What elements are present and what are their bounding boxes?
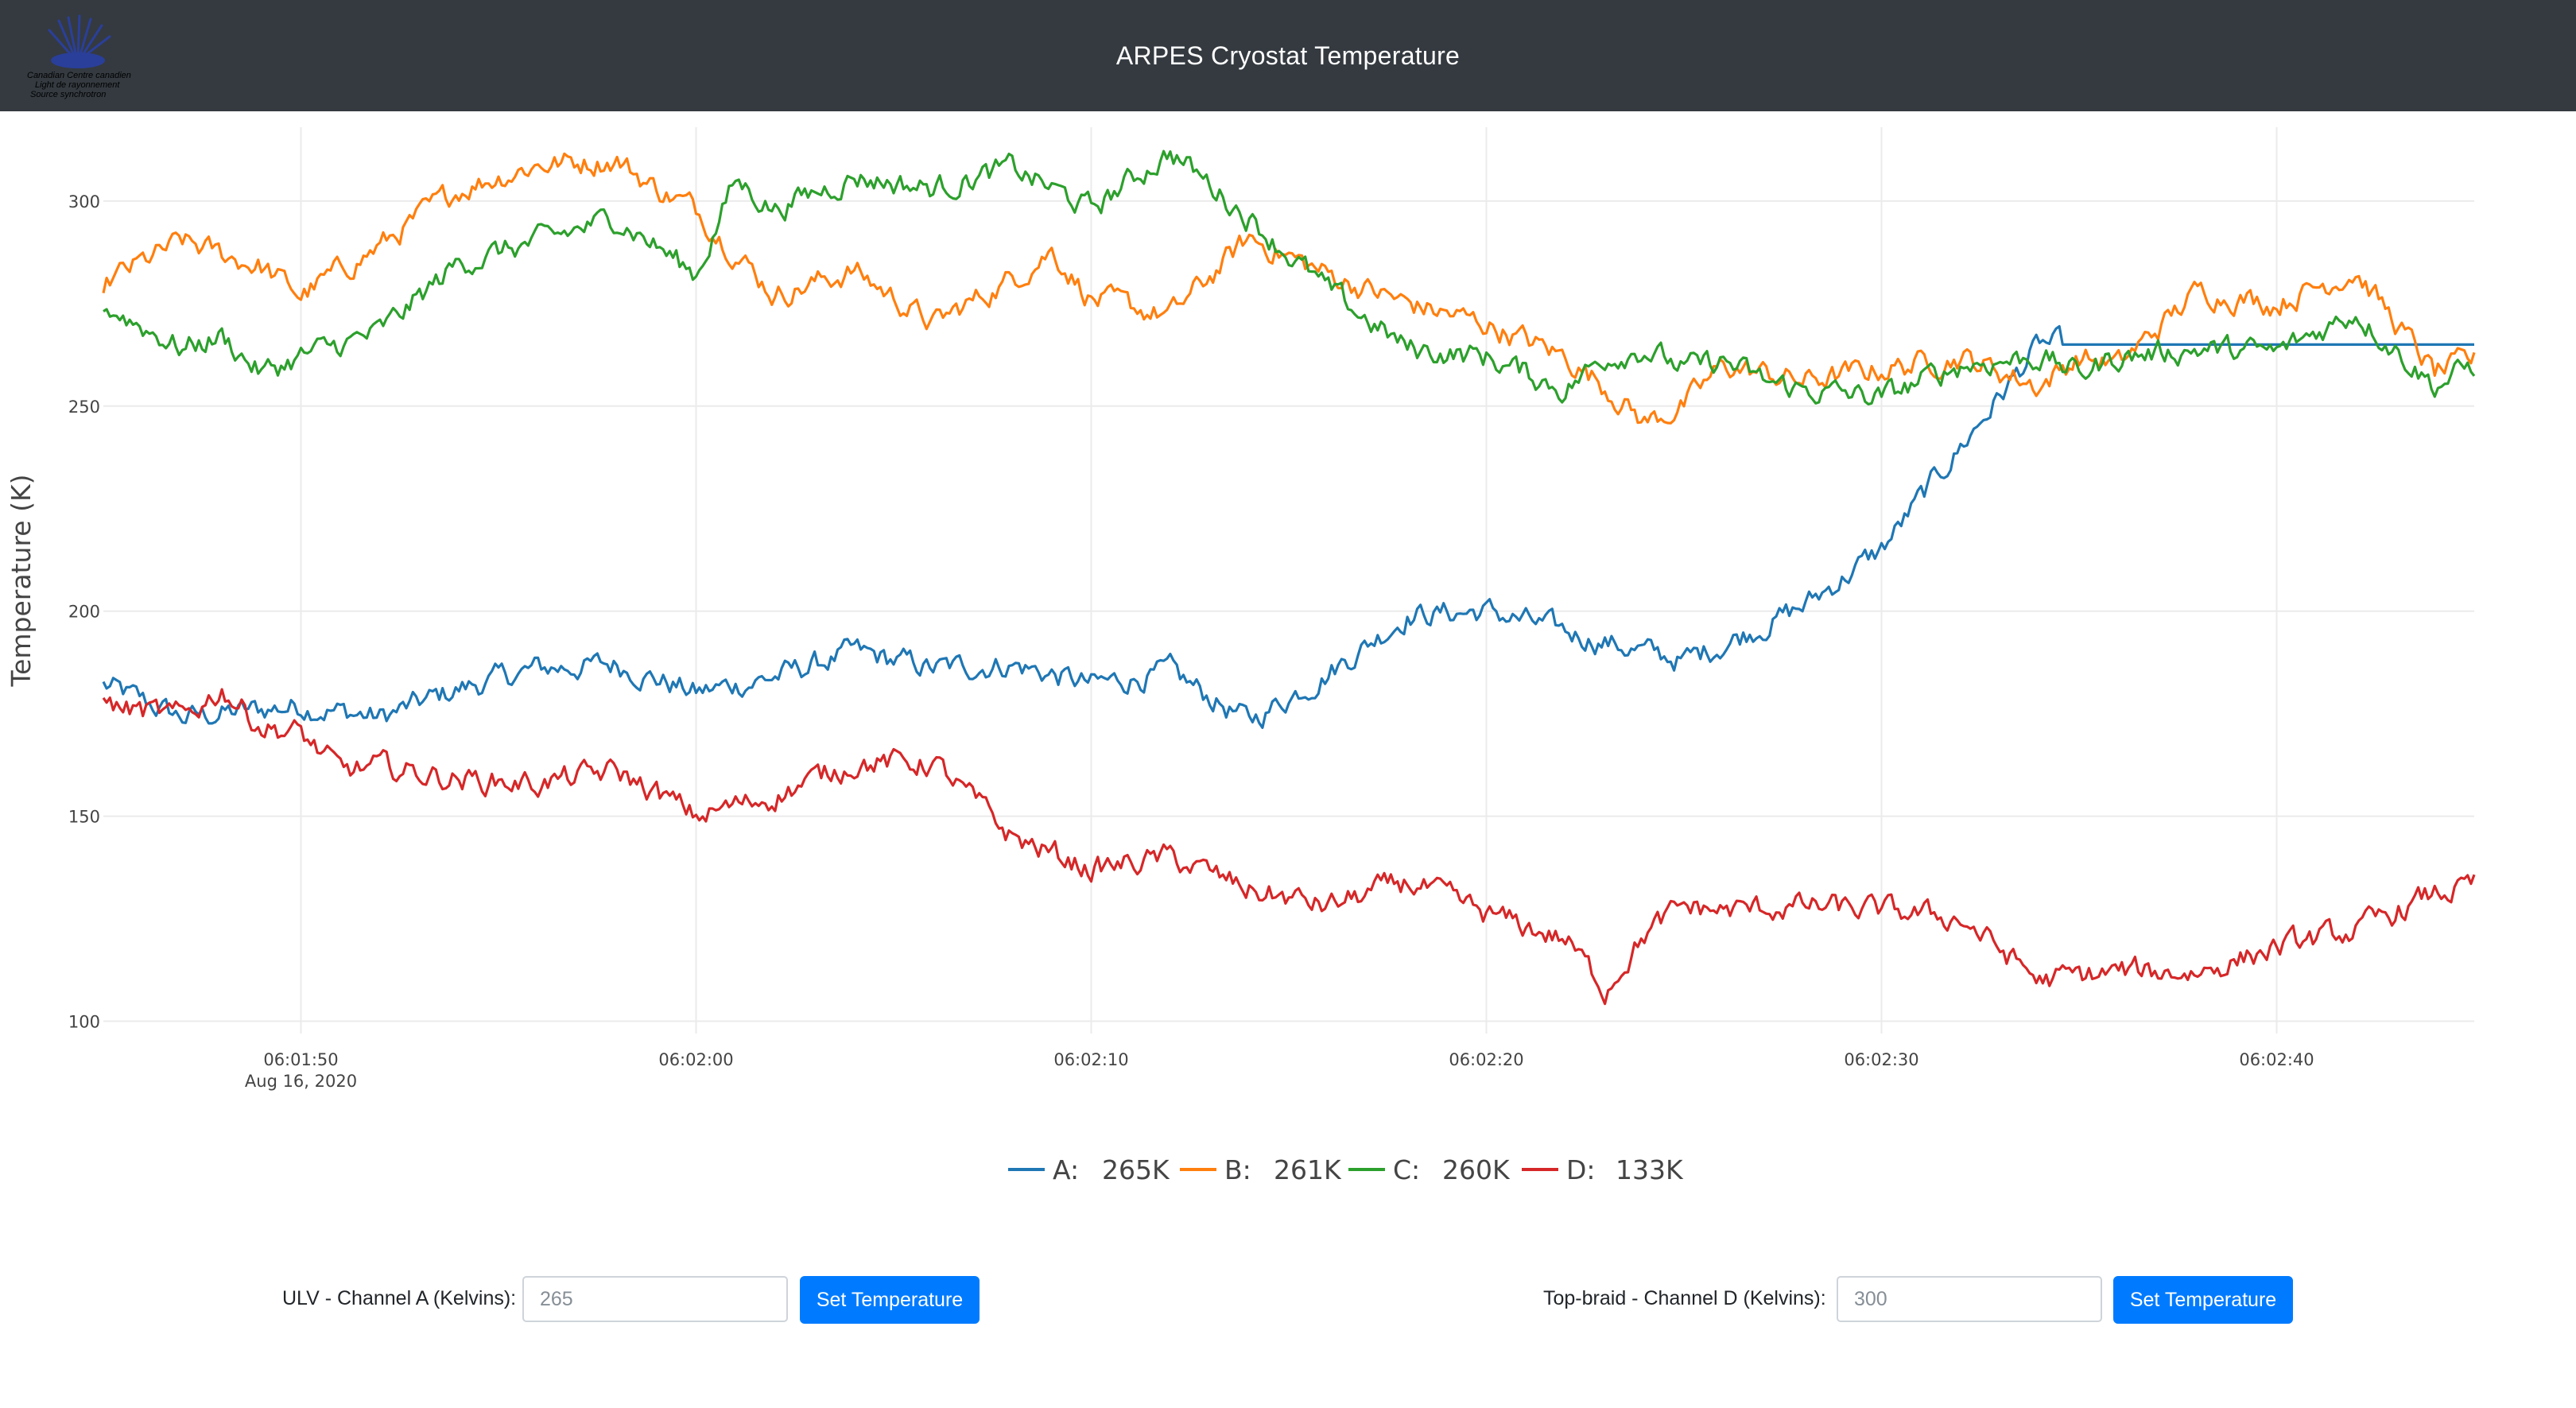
y-tick-label: 200 [68,603,100,622]
temperature-chart: 100 150 200 250 300 06:01:50 06:02:00 06:02:10… [6,127,2476,1185]
legend-item-c[interactable]: C: 260K [1348,1154,1511,1185]
series-line-b [102,152,2476,425]
y-tick-label: 150 [68,808,100,827]
channel-d-label: Top-braid - Channel D (Kelvins): [1543,1287,1826,1309]
legend-series-value: 261K [1274,1154,1342,1185]
legend-series-value: 265K [1102,1154,1170,1185]
x-tick-label: 06:02:40 [2239,1050,2314,1069]
legend-item-d[interactable]: D: 133K [1522,1154,1684,1185]
canadian-light-source-logo: Canadian Centre canadien Light de rayonn… [27,14,131,99]
y-tick-label: 250 [68,398,100,417]
x-tick-label: 06:02:20 [1449,1050,1523,1069]
x-tick-date-label: Aug 16, 2020 [245,1072,357,1091]
legend-series-value: 133K [1616,1154,1684,1185]
y-tick-label: 100 [68,1013,100,1032]
legend-item-b[interactable]: B: 261K [1180,1154,1342,1185]
legend-series-name: D: [1566,1154,1596,1185]
series-line-a [102,324,2474,729]
legend-item-a[interactable]: A: 265K [1008,1154,1170,1185]
legend-series-value: 260K [1442,1154,1511,1185]
x-tick-label: 06:02:30 [1844,1050,1918,1069]
x-tick-label: 06:01:50 [263,1050,338,1069]
page-title: ARPES Cryostat Temperature [1115,41,1461,70]
logo-text-line2: Light de rayonnement [35,80,120,90]
logo-text-line1: Canadian Centre canadien [27,71,131,80]
series-line-d [102,688,2476,1006]
set-temperature-d-button[interactable]: Set Temperature [2113,1276,2293,1324]
set-temperature-a-button[interactable]: Set Temperature [800,1276,980,1324]
chart-series-lines [102,149,2476,1006]
y-axis-label: Temperature (K) [6,475,37,688]
y-tick-label: 300 [68,192,100,211]
x-tick-label: 06:02:00 [658,1050,733,1069]
legend-series-name: B: [1224,1154,1251,1185]
top-navbar: Canadian Centre canadien Light de rayonn… [0,0,2576,111]
channel-a-label: ULV - Channel A (Kelvins): [282,1287,517,1309]
x-axis-ticks: 06:01:50 06:02:00 06:02:10 06:02:20 06:02:30… [245,1050,2314,1091]
series-line-c [103,149,2476,405]
chart-legend[interactable]: A: 265K B: 261K C: 260K D: 133K [1008,1154,1684,1185]
temperature-controls: ULV - Channel A (Kelvins): Set Temperatu… [0,1276,2576,1324]
logo-text-line3: Source synchrotron [30,90,106,99]
channel-a-temperature-input[interactable] [522,1276,788,1322]
legend-series-name: C: [1393,1154,1420,1185]
y-axis-ticks: 100 150 200 250 300 [68,192,100,1032]
legend-series-name: A: [1053,1154,1079,1185]
channel-d-temperature-input[interactable] [1837,1276,2102,1322]
x-tick-label: 06:02:10 [1053,1050,1128,1069]
